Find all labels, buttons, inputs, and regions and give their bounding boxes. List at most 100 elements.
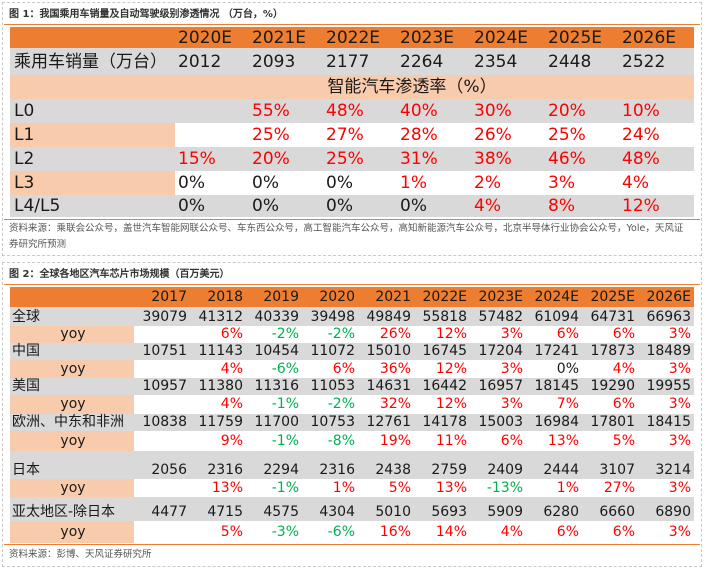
- sales-value: 2522: [622, 51, 666, 72]
- year-header: 2025E: [590, 288, 635, 305]
- market-value: 11700: [254, 414, 299, 430]
- year-header: 2023E: [400, 27, 455, 48]
- level-row: L1 25% 27% 28% 26% 25% 24%: [10, 123, 694, 147]
- penetration-value: 0%: [178, 173, 205, 193]
- yoy-value: 3%: [668, 360, 691, 377]
- penetration-value: 38%: [474, 149, 512, 169]
- market-value: 10454: [254, 343, 299, 359]
- figure1-bottom-rule: [4, 219, 700, 220]
- penetration-value: 1%: [400, 173, 427, 193]
- market-value: 16957: [478, 378, 523, 394]
- yoy-label: yoy: [10, 326, 134, 343]
- penetration-value: 55%: [252, 101, 290, 121]
- yoy-value: 5%: [388, 479, 411, 496]
- penetration-value: 2%: [474, 173, 501, 193]
- figure2-title: 图 2：全球各地区汽车芯片市场规模（百万美元）: [9, 269, 230, 280]
- figure2-source: 资料来源：彭博、天风证券研究所: [9, 549, 152, 560]
- market-value: 2444: [543, 462, 579, 478]
- market-value: 18415: [646, 414, 691, 430]
- yoy-value: 1%: [556, 479, 579, 496]
- market-value: 11053: [310, 378, 355, 394]
- level-label: L3: [10, 171, 175, 195]
- market-value: 2409: [487, 462, 523, 478]
- yoy-value: 3%: [668, 326, 691, 342]
- penetration-value: 27%: [326, 125, 364, 145]
- penetration-value: 8%: [548, 196, 575, 216]
- market-value: 10753: [310, 414, 355, 430]
- market-value: 16745: [422, 343, 467, 359]
- year-header: 2020E: [178, 27, 233, 48]
- yoy-value: 4%: [612, 360, 635, 377]
- market-value: 11072: [310, 343, 355, 359]
- level-label: L2: [14, 149, 35, 169]
- yoy-value: 6%: [500, 432, 523, 449]
- market-value: 11143: [198, 343, 243, 359]
- penetration-value: 25%: [548, 125, 586, 145]
- yoy-value: 1%: [332, 479, 355, 496]
- penetration-value: 0%: [178, 196, 205, 216]
- market-value: 18489: [646, 343, 691, 359]
- yoy-value: 3%: [500, 360, 523, 377]
- market-value: 16442: [422, 378, 467, 394]
- header-row: 2020E 2021E 2022E 2023E 2024E 2025E 2026E: [10, 27, 694, 48]
- yoy-value: 13%: [435, 479, 467, 496]
- market-value: 49849: [366, 309, 411, 325]
- market-value: 40339: [254, 309, 299, 325]
- market-value: 2316: [319, 462, 355, 478]
- yoy-row: yoy 13% -1% 1% 5% 13% -13% 1% 27% 3%: [10, 479, 694, 497]
- penetration-value: 24%: [622, 125, 660, 145]
- yoy-value: 11%: [435, 432, 467, 449]
- yoy-row: yoy 5% -3% -6% 16% 14% 4% 6% 6% 3%: [10, 521, 694, 543]
- yoy-row: yoy 4% -1% -2% 32% 12% 3% 7% 6% 3%: [10, 395, 694, 414]
- penetration-value: 3%: [548, 173, 575, 193]
- market-value: 3107: [599, 462, 635, 478]
- yoy-value: 13%: [547, 432, 579, 449]
- region-label: 日本: [12, 462, 40, 478]
- level-label: L1: [10, 123, 175, 147]
- market-value: 6660: [599, 504, 635, 520]
- market-value: 12761: [366, 414, 411, 430]
- market-value: 10957: [142, 378, 187, 394]
- penetration-value: 25%: [252, 125, 290, 145]
- yoy-value: 5%: [612, 432, 635, 449]
- yoy-value: -6%: [327, 523, 355, 540]
- market-value: 11316: [254, 378, 299, 394]
- yoy-value: 19%: [379, 432, 411, 449]
- market-value: 15003: [478, 414, 523, 430]
- market-value: 6280: [543, 504, 579, 520]
- yoy-value: 32%: [379, 396, 411, 412]
- market-value: 14631: [366, 378, 411, 394]
- market-value: 2316: [207, 462, 243, 478]
- market-value: 5010: [375, 504, 411, 520]
- sales-value: 2012: [178, 51, 222, 72]
- region-row: 亚太地区-除日本 4477 4715 4575 4304 5010 5693 5909 6280…: [10, 497, 694, 521]
- figure2-frame: [2, 262, 702, 567]
- penetration-value: 30%: [474, 101, 512, 121]
- sales-value: 2177: [326, 51, 370, 72]
- market-value: 17873: [590, 343, 635, 359]
- region-label: 全球: [12, 309, 40, 325]
- market-value: 2056: [151, 462, 187, 478]
- yoy-value: 16%: [379, 523, 411, 540]
- yoy-value: 26%: [379, 326, 411, 342]
- yoy-value: 6%: [556, 326, 579, 342]
- penetration-value: 12%: [622, 196, 660, 216]
- region-label: 中国: [12, 343, 40, 359]
- penetration-value: 25%: [326, 149, 364, 169]
- yoy-value: 9%: [220, 432, 243, 449]
- penetration-value: 31%: [400, 149, 438, 169]
- level-row: L4/L5 0% 0% 0% 0% 4% 8% 12%: [10, 195, 694, 217]
- market-value: 61094: [534, 309, 579, 325]
- penetration-value: 20%: [252, 149, 290, 169]
- yoy-label: yoy: [10, 395, 134, 414]
- market-value: 4575: [263, 504, 299, 520]
- yoy-value: 3%: [668, 479, 691, 496]
- yoy-value: 12%: [435, 360, 467, 377]
- level-row: L2 15% 20% 25% 31% 38% 46% 48%: [10, 147, 694, 171]
- yoy-row: yoy 6% -2% -2% 26% 12% 3% 6% 6% 3%: [10, 326, 694, 343]
- yoy-value: 12%: [435, 396, 467, 412]
- region-row: 中国 10751 11143 10454 11072 15010 16745 17204 172…: [10, 343, 694, 360]
- yoy-value: 6%: [332, 360, 355, 377]
- year-header: 2019: [263, 288, 299, 305]
- year-header: 2024E: [534, 288, 579, 305]
